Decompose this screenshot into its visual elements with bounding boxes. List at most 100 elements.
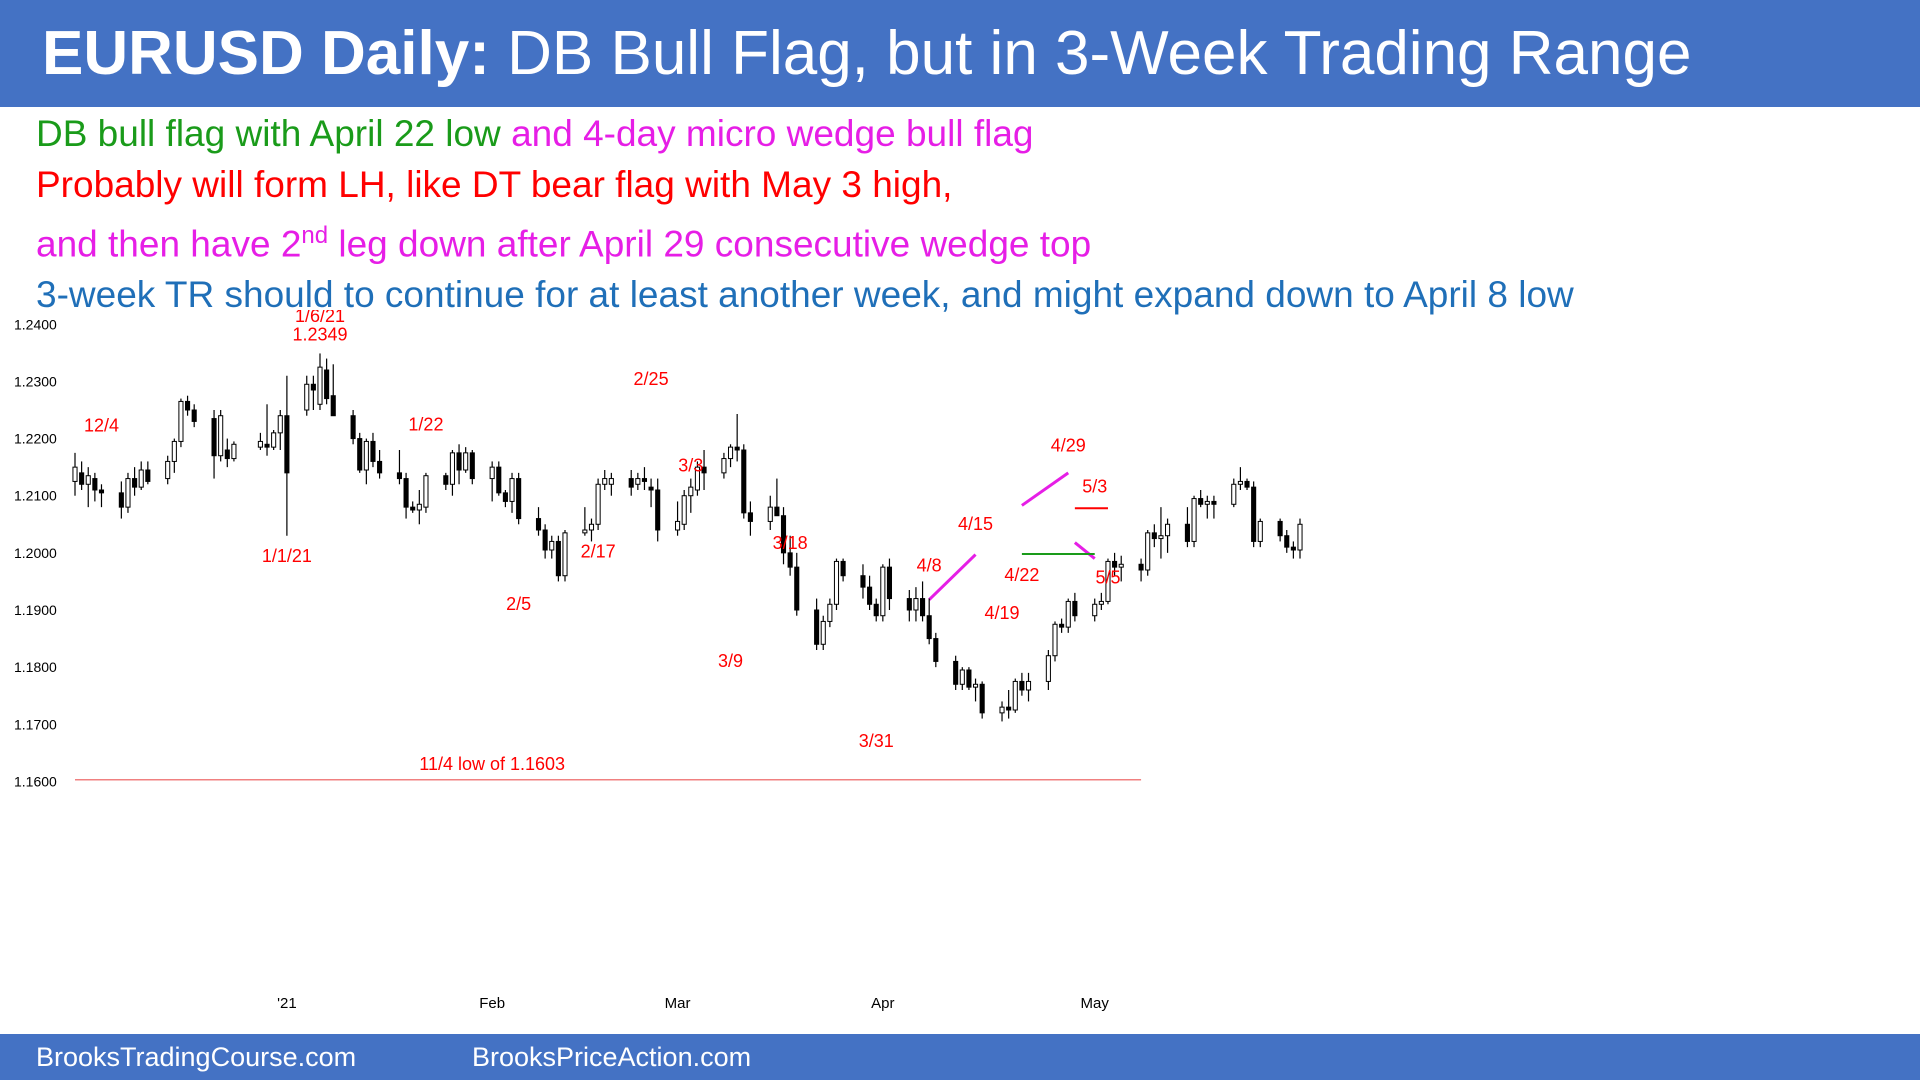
- y-tick-label: 1.1800: [14, 659, 57, 675]
- candle-body-bear: [456, 452, 462, 471]
- candle-body-bear: [1138, 563, 1144, 571]
- candle-body-bear: [191, 409, 197, 422]
- candle-body-bear: [886, 566, 893, 600]
- candle-body-bull: [165, 460, 171, 480]
- candle-body-bull: [833, 560, 840, 605]
- candle-body-bull: [972, 683, 979, 688]
- annotation-label: 12/4: [84, 416, 119, 436]
- annotation-label: 1/1/21: [262, 546, 312, 566]
- candle-body-bull: [1158, 535, 1164, 540]
- candle-body-bear: [516, 478, 522, 520]
- candle-body-bull: [727, 446, 734, 460]
- candle-body-bull: [218, 415, 224, 457]
- candle-body-bull: [509, 478, 515, 502]
- candle-body-bear: [655, 489, 661, 531]
- candle-body-bear: [628, 478, 634, 488]
- candle-body-bull: [562, 532, 568, 577]
- candle-body-bear: [906, 598, 912, 611]
- notes-block: DB bull flag with April 22 low and 4-day…: [36, 108, 1896, 320]
- candle-body-bull: [635, 478, 641, 485]
- candle-body-bull: [463, 452, 469, 471]
- candle-body-bear: [542, 529, 548, 551]
- candle-body-bear: [185, 400, 191, 411]
- candle-body-bull: [171, 440, 177, 462]
- candle-body-bear: [555, 540, 561, 577]
- note-line-3: and then have 2nd leg down after April 2…: [36, 210, 1896, 269]
- candle-body-bear: [469, 452, 475, 480]
- candle-body-bull: [1237, 480, 1243, 485]
- annotation-label: 3/31: [859, 731, 894, 751]
- note-line-4: 3-week TR should to continue for at leas…: [36, 274, 1574, 316]
- candle-body-bull: [1191, 498, 1197, 542]
- candle-body-bear: [741, 449, 747, 514]
- footer-link-brooks-trading-course[interactable]: BrooksTradingCourse.com: [36, 1042, 357, 1072]
- candle-body-bear: [132, 478, 138, 488]
- candle-body-bull: [549, 540, 555, 551]
- candle-body-bull: [317, 366, 323, 405]
- note-line-1: DB bull flag with April 22 low and 4-day…: [36, 108, 1896, 159]
- candle-body-bull: [999, 706, 1005, 714]
- annotation-label: 4/19: [985, 603, 1020, 623]
- candle-body-bull: [449, 452, 455, 485]
- candle-body-bear: [310, 383, 316, 391]
- x-tick-label: May: [1081, 995, 1110, 1012]
- note-line-3-end: leg down after April 29 consecutive wedg…: [328, 223, 1092, 265]
- candle-body-bear: [1211, 500, 1217, 505]
- y-tick-label: 1.2100: [14, 488, 57, 504]
- candle-body-bull: [231, 443, 237, 460]
- candle-body-bear: [1284, 535, 1290, 548]
- annotation-label: 5/3: [1082, 476, 1107, 496]
- candle-body-bull: [1297, 523, 1303, 551]
- candle-body-bear: [396, 472, 403, 480]
- candle-body-bear: [814, 609, 820, 645]
- candle-body-bear: [1072, 600, 1078, 617]
- candle-body-bear: [953, 660, 959, 685]
- candle-body-bull: [959, 669, 965, 685]
- candle-body-bull: [304, 383, 310, 411]
- annotation-label: 3/18: [773, 533, 808, 553]
- candle-body-bear: [787, 552, 793, 568]
- candle-body-bull: [688, 486, 694, 497]
- candle-body-bear: [979, 683, 985, 714]
- candle-body-bear: [224, 449, 230, 460]
- candle-body-bull: [363, 440, 369, 471]
- candle-body-bear: [145, 469, 151, 482]
- wedge-line-april-8-15: [928, 553, 977, 601]
- y-tick-label: 1.2400: [14, 316, 57, 332]
- candle-body-bear: [1006, 706, 1012, 711]
- candle-body-bull: [582, 529, 588, 534]
- note-line-1-green: DB bull flag with April 22 low: [36, 113, 501, 154]
- candle-body-bear: [370, 440, 376, 462]
- candle-body-bear: [648, 486, 654, 491]
- candle-body-bull: [595, 483, 601, 525]
- candle-body-bull: [767, 506, 773, 522]
- slide-title: EURUSD Daily: DB Bull Flag, but in 3-Wee…: [42, 14, 1691, 94]
- annotation-label: 1/6/21: [295, 310, 345, 326]
- annotation-label: 4/8: [917, 556, 942, 576]
- annotation-label: 2/5: [506, 594, 531, 614]
- candle-body-bull: [271, 432, 277, 448]
- candle-body-bear: [1244, 480, 1250, 488]
- annotation-label: 4/22: [1004, 565, 1039, 585]
- candle-body-bear: [1059, 623, 1065, 628]
- annotation-label: 1/22: [408, 415, 443, 435]
- x-tick-label: '21: [277, 995, 297, 1012]
- y-tick-label: 1.2200: [14, 431, 57, 447]
- candle-body-bear: [933, 638, 939, 662]
- candle-body-bear: [284, 415, 290, 474]
- candle-body-bull: [602, 478, 608, 485]
- annotation-label: 11/4 low of 1.1603: [419, 754, 565, 774]
- candle-body-bear: [211, 418, 217, 457]
- footer-link-brooks-price-action[interactable]: BrooksPriceAction.com: [472, 1042, 752, 1072]
- candle-body-bear: [92, 478, 98, 491]
- header-bar: EURUSD Daily: DB Bull Flag, but in 3-Wee…: [0, 0, 1920, 107]
- candle-body-bull: [138, 469, 144, 488]
- annotation-label: 2/17: [581, 541, 616, 561]
- candle-body-bear: [926, 615, 932, 640]
- candle-body-bear: [920, 598, 926, 617]
- footer-bar: BrooksTradingCourse.com BrooksPriceActio…: [0, 1034, 1920, 1080]
- candle-body-bear: [641, 478, 648, 482]
- candle-body-bear: [966, 669, 972, 688]
- candle-body-bull: [125, 478, 131, 508]
- y-tick-label: 1.1900: [14, 602, 57, 618]
